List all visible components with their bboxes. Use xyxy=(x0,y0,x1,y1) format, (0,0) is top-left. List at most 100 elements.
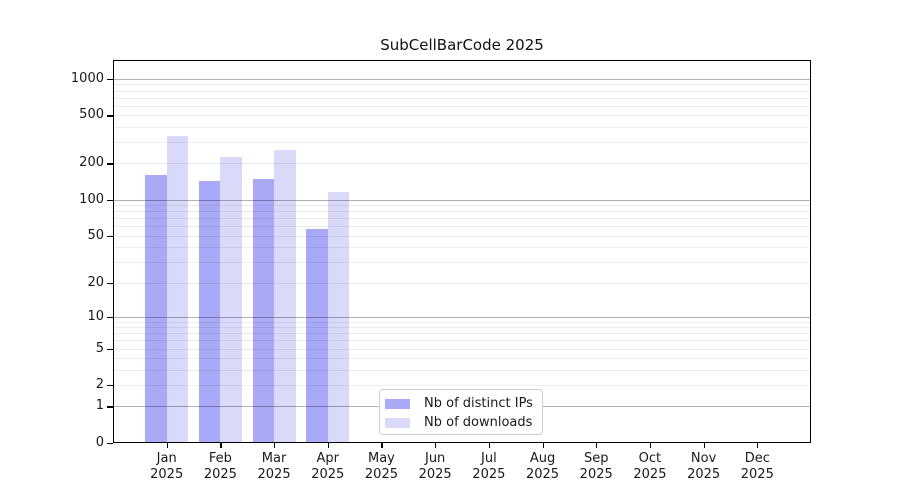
x-tick-year: 2025 xyxy=(740,467,774,482)
chart-title: SubCellBarCode 2025 xyxy=(380,36,544,54)
bar-distinct-ips xyxy=(145,175,167,443)
x-tick-mark xyxy=(435,443,437,448)
bar-downloads xyxy=(327,191,350,443)
gridline-minor xyxy=(113,369,811,371)
gridline-minor xyxy=(113,142,811,144)
y-tick-label: 1 xyxy=(95,398,104,414)
gridline-major xyxy=(113,316,811,318)
x-tick-label: Apr 2025 xyxy=(296,451,360,483)
x-tick-month: Feb xyxy=(208,451,232,466)
gridline-minor xyxy=(113,282,811,284)
bar-downloads xyxy=(274,149,296,443)
gridline-minor xyxy=(113,247,811,249)
x-tick-month: Dec xyxy=(744,451,770,466)
gridline-major xyxy=(113,78,811,80)
x-tick-label: Oct 2025 xyxy=(618,451,682,483)
gridline-minor xyxy=(113,327,811,329)
legend-label-distinct-ips: Nb of distinct IPs xyxy=(424,396,533,411)
x-tick-label: May 2025 xyxy=(349,451,413,483)
gridline-minor xyxy=(113,127,811,129)
bar-distinct-ips xyxy=(198,181,221,443)
x-tick-label: Jul 2025 xyxy=(457,451,521,483)
x-tick-month: Jun xyxy=(424,451,446,466)
gridline-minor xyxy=(113,90,811,92)
gridline-minor xyxy=(113,333,811,335)
x-tick-year: 2025 xyxy=(311,467,345,482)
legend-row-downloads: Nb of downloads xyxy=(380,413,542,432)
x-tick-year: 2025 xyxy=(418,467,452,482)
gridline-minor xyxy=(113,205,811,207)
x-tick-mark xyxy=(757,443,759,448)
x-tick-label: Sep 2025 xyxy=(564,451,628,483)
x-tick-month: Jul xyxy=(481,451,497,466)
bars-layer xyxy=(113,60,811,443)
y-tick-label: 1000 xyxy=(70,70,104,86)
x-tick-month: Nov xyxy=(690,451,717,466)
x-tick-year: 2025 xyxy=(633,467,667,482)
y-tick-label: 100 xyxy=(79,191,104,207)
gridline-minor xyxy=(113,385,811,387)
bar-distinct-ips xyxy=(306,228,328,443)
x-tick-month: Apr xyxy=(316,451,340,466)
gridline-minor xyxy=(113,97,811,99)
x-tick-mark xyxy=(703,443,705,448)
y-tick-label: 10 xyxy=(87,308,104,324)
x-tick-mark xyxy=(488,443,491,448)
legend-row-distinct-ips: Nb of distinct IPs xyxy=(380,394,542,413)
x-tick-year: 2025 xyxy=(150,467,184,482)
x-tick-month: Sep xyxy=(583,451,609,466)
x-tick-label: Jun 2025 xyxy=(403,451,467,483)
x-tick-month: Oct xyxy=(638,451,662,466)
gridline-minor xyxy=(113,358,811,360)
x-tick-month: Jan xyxy=(156,451,177,466)
y-tick-label: 200 xyxy=(79,155,104,171)
x-tick-year: 2025 xyxy=(472,467,506,482)
gridline-minor xyxy=(113,340,811,342)
x-tick-mark xyxy=(542,443,544,448)
x-tick-label: Jan 2025 xyxy=(135,451,199,483)
gridline-minor xyxy=(113,115,811,117)
x-tick-label: Nov 2025 xyxy=(672,451,736,483)
y-tick-label: 500 xyxy=(79,107,104,123)
x-tick-mark xyxy=(274,443,276,448)
y-tick-mark xyxy=(107,443,113,445)
gridline-minor xyxy=(113,218,811,220)
x-tick-month: Mar xyxy=(261,451,287,466)
x-tick-label: Dec 2025 xyxy=(725,451,789,483)
bar-downloads xyxy=(220,157,242,443)
bar-downloads xyxy=(166,135,189,443)
x-tick-month: May xyxy=(368,451,395,466)
gridline-minor xyxy=(113,321,811,323)
x-tick-year: 2025 xyxy=(364,467,398,482)
x-tick-year: 2025 xyxy=(579,467,613,482)
x-tick-mark xyxy=(327,443,329,448)
gridline-minor xyxy=(113,163,811,165)
gridline-minor xyxy=(113,211,811,213)
x-tick-mark xyxy=(649,443,652,448)
gridline-minor xyxy=(113,84,811,86)
x-tick-mark xyxy=(220,443,222,448)
x-tick-month: Aug xyxy=(529,451,556,466)
y-tick-label: 20 xyxy=(87,274,104,290)
x-tick-mark xyxy=(166,443,168,448)
x-tick-label: Aug 2025 xyxy=(511,451,575,483)
x-tick-year: 2025 xyxy=(257,467,291,482)
legend-swatch-distinct-ips xyxy=(385,398,410,409)
y-tick-label: 5 xyxy=(95,340,104,356)
gridline-minor xyxy=(113,235,811,237)
x-tick-year: 2025 xyxy=(687,467,721,482)
legend-label-downloads: Nb of downloads xyxy=(424,415,533,430)
legend: Nb of distinct IPs Nb of downloads xyxy=(379,389,543,435)
grid-layer xyxy=(113,60,811,443)
gridline-minor xyxy=(113,105,811,107)
x-tick-year: 2025 xyxy=(203,467,237,482)
gridline-major xyxy=(113,199,811,201)
y-tick-label: 50 xyxy=(87,227,104,243)
bar-distinct-ips xyxy=(252,178,275,443)
y-tick-label: 2 xyxy=(95,377,104,393)
x-tick-mark xyxy=(596,443,598,448)
plot-area xyxy=(113,60,811,443)
legend-swatch-downloads xyxy=(385,417,410,428)
x-tick-label: Mar 2025 xyxy=(242,451,306,483)
